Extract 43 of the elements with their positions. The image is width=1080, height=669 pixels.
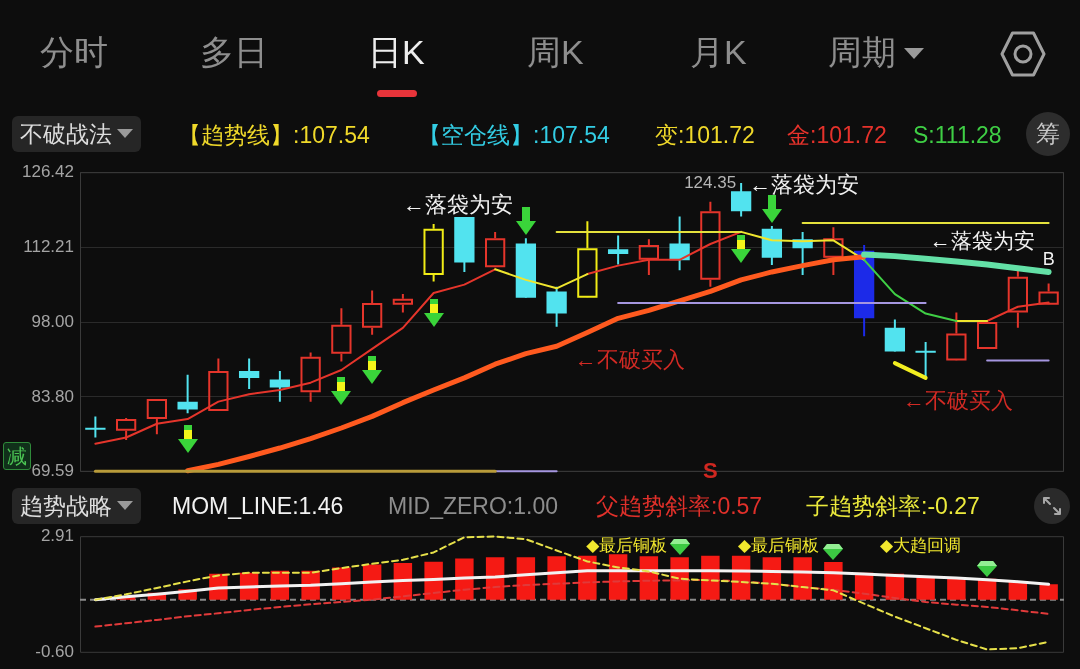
text: 【趋势线】:107.54 bbox=[178, 121, 370, 150]
text: MOM_LINE:1.46 bbox=[172, 492, 344, 521]
text: 月K bbox=[690, 32, 747, 72]
text: 周期 bbox=[828, 32, 896, 72]
text: 分时 bbox=[40, 32, 108, 72]
line-series bbox=[94, 578, 1050, 628]
round-button: 筹 bbox=[1026, 112, 1070, 156]
dropdown: 趋势战略 bbox=[12, 488, 141, 524]
y-tick-label: 83.80 bbox=[31, 386, 74, 406]
text: 变:101.72 bbox=[655, 121, 755, 150]
annotation: ◆最后铜板 bbox=[737, 536, 819, 556]
text: 日K bbox=[368, 32, 425, 72]
dropdown: 不破战法 bbox=[12, 116, 141, 152]
y-tick-label: 98.00 bbox=[31, 311, 74, 331]
candlestick bbox=[85, 416, 106, 438]
annotation: ←落袋为安 bbox=[749, 171, 860, 197]
bar bbox=[1039, 584, 1058, 600]
annotation: ←不破买入 bbox=[574, 347, 685, 373]
annotation: B bbox=[1042, 249, 1055, 270]
annotation: 124.35 bbox=[684, 172, 737, 192]
text: 子趋势斜率:-0.27 bbox=[806, 492, 980, 521]
text: MID_ZERO:1.00 bbox=[388, 492, 558, 521]
annotation: ←落袋为安 bbox=[929, 229, 1035, 252]
text: 周K bbox=[527, 32, 584, 72]
y-tick-label: 69.59 bbox=[31, 461, 74, 481]
text: S:111.28 bbox=[913, 121, 1002, 150]
annotation: ←落袋为安 bbox=[402, 192, 513, 218]
line-series bbox=[94, 535, 1050, 651]
annotation: S bbox=[703, 458, 718, 484]
text: 【空仓线】:107.54 bbox=[418, 121, 610, 150]
bar bbox=[916, 576, 935, 600]
y-tick-label: 112.21 bbox=[23, 236, 74, 256]
y-tick-label: 126.42 bbox=[22, 161, 74, 181]
y-tick-label: 2.91 bbox=[40, 525, 74, 545]
annotation: ◆最后铜板 bbox=[586, 536, 668, 556]
text: 父趋势斜率:0.57 bbox=[596, 492, 763, 521]
button: 减 bbox=[3, 442, 31, 470]
y-tick-label: -0.60 bbox=[35, 642, 74, 662]
text: 多日 bbox=[200, 32, 268, 72]
text: 金:101.72 bbox=[787, 121, 887, 150]
annotation: ←不破买入 bbox=[902, 388, 1013, 414]
bar bbox=[547, 556, 566, 600]
annotation: ◆大趋回调 bbox=[879, 536, 961, 556]
